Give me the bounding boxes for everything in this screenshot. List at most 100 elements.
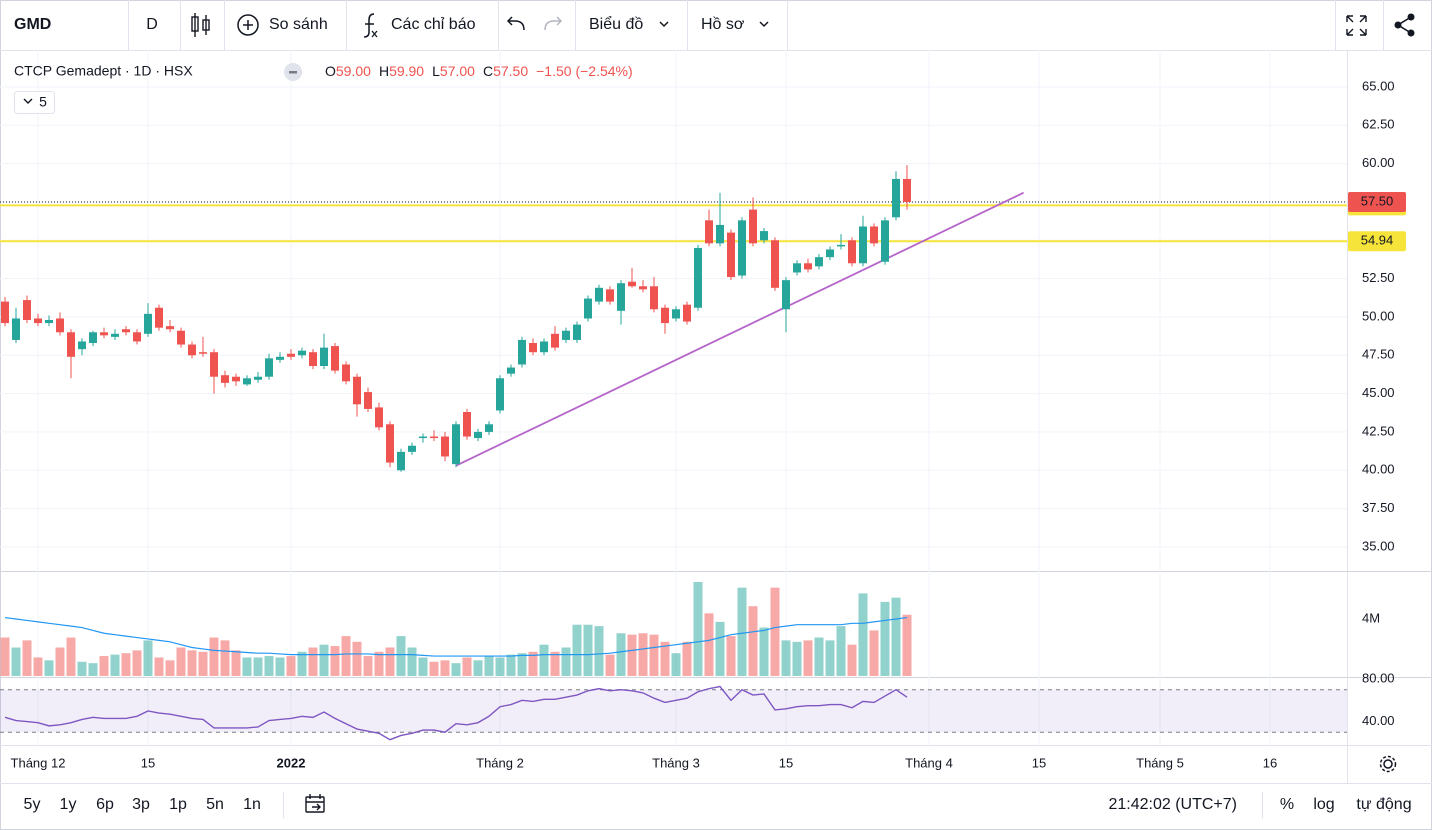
volume-bar bbox=[902, 614, 912, 676]
timeframe-button[interactable]: 1n bbox=[243, 796, 261, 813]
timeframe-button[interactable]: 1y bbox=[60, 796, 77, 813]
volume-bar bbox=[594, 626, 604, 676]
candle-body bbox=[683, 304, 691, 322]
x-tick-label: 15 bbox=[141, 755, 155, 770]
price-tag-label: 54.94 bbox=[1361, 233, 1394, 248]
candle-body bbox=[331, 346, 339, 371]
volume-bar bbox=[66, 637, 76, 676]
candle-body bbox=[694, 247, 702, 308]
auto-scale[interactable]: tự động bbox=[1356, 796, 1411, 813]
candle-body bbox=[232, 376, 240, 382]
date-range-icon[interactable] bbox=[305, 794, 325, 813]
candle-body bbox=[804, 263, 812, 270]
candle-body bbox=[386, 424, 394, 463]
candle-body bbox=[309, 352, 317, 367]
volume-bar bbox=[627, 634, 637, 676]
ohlc-value: 57.00 bbox=[440, 63, 475, 79]
candle-body bbox=[375, 407, 383, 428]
redo-icon[interactable] bbox=[544, 16, 563, 31]
candle-body bbox=[78, 341, 86, 350]
volume-bar bbox=[858, 593, 868, 676]
volume-bar bbox=[22, 640, 32, 676]
indicator-toggle[interactable] bbox=[14, 91, 55, 114]
candle-body bbox=[23, 300, 31, 321]
plot-area bbox=[0, 165, 1347, 741]
rsi-line bbox=[4, 685, 908, 741]
price-tag bbox=[1348, 231, 1406, 252]
volume-bar bbox=[99, 656, 109, 676]
log-scale[interactable]: log bbox=[1313, 796, 1334, 813]
volume-bar bbox=[418, 657, 428, 676]
percent-scale[interactable]: % bbox=[1280, 796, 1294, 813]
indicators-icon[interactable] bbox=[363, 13, 378, 38]
volume-bar bbox=[759, 627, 769, 676]
interval[interactable]: D bbox=[146, 16, 158, 33]
timeframe-button[interactable]: 5y bbox=[24, 796, 41, 813]
price-change: −1.50 (−2.54%) bbox=[536, 63, 633, 79]
candle-body bbox=[100, 332, 108, 336]
candle-body bbox=[408, 445, 416, 452]
candle-body bbox=[661, 307, 669, 324]
candle-body bbox=[881, 220, 889, 262]
timeframe-button[interactable]: 1p bbox=[169, 796, 187, 813]
compare-button[interactable]: So sánh bbox=[269, 16, 328, 33]
undo-icon[interactable] bbox=[506, 16, 525, 31]
volume-bar bbox=[440, 660, 450, 676]
volume-bar bbox=[374, 651, 384, 676]
candle-body bbox=[111, 333, 119, 337]
rsi-tick-label: 80.00 bbox=[1362, 671, 1395, 686]
candle-body bbox=[276, 356, 284, 360]
volume-bar bbox=[715, 621, 725, 676]
chart-menu[interactable]: Biểu đồ bbox=[589, 15, 643, 33]
candle-body bbox=[419, 436, 427, 439]
timeframe-button[interactable]: 3p bbox=[132, 796, 150, 813]
indicators-button[interactable]: Các chỉ báo bbox=[391, 16, 476, 33]
share-icon[interactable] bbox=[1394, 13, 1415, 37]
volume-bar bbox=[297, 651, 307, 676]
compare-icon[interactable] bbox=[237, 14, 259, 36]
symbol[interactable]: GMD bbox=[14, 16, 51, 33]
volume-bar bbox=[11, 647, 21, 676]
volume-bar bbox=[319, 644, 329, 676]
candle-body bbox=[595, 287, 603, 302]
y-tick-label: 52.50 bbox=[1362, 270, 1395, 285]
timeframe-button[interactable]: 5n bbox=[206, 796, 224, 813]
x-tick-label: Tháng 4 bbox=[905, 755, 953, 770]
volume-bar bbox=[539, 644, 549, 676]
volume-bar bbox=[352, 641, 362, 676]
x-tick-label: 16 bbox=[1263, 755, 1277, 770]
y-tick-label: 45.00 bbox=[1362, 385, 1395, 400]
y-tick-label: 50.00 bbox=[1362, 308, 1395, 323]
candle-body bbox=[320, 347, 328, 367]
candle-body bbox=[837, 244, 845, 247]
candle-type-icon[interactable] bbox=[191, 13, 210, 37]
candle-body bbox=[540, 341, 548, 353]
candle-body bbox=[199, 352, 207, 354]
volume-bar bbox=[572, 624, 582, 676]
profile-menu[interactable]: Hồ sơ bbox=[701, 16, 745, 33]
volume-bar bbox=[638, 633, 648, 676]
volume-bar bbox=[792, 641, 802, 676]
candle-body bbox=[210, 352, 218, 377]
volume-bar bbox=[308, 647, 318, 676]
candle-body bbox=[716, 224, 724, 244]
y-tick-label: 42.50 bbox=[1362, 423, 1395, 438]
volume-bar bbox=[748, 606, 758, 676]
candle-body bbox=[254, 376, 262, 380]
volume-bar bbox=[253, 657, 263, 676]
volume-bar bbox=[385, 647, 395, 676]
candle-body bbox=[760, 231, 768, 241]
candle-body bbox=[826, 249, 834, 258]
rsi-tick-label: 40.00 bbox=[1362, 713, 1395, 728]
candle-body bbox=[485, 424, 493, 432]
volume-bar bbox=[44, 660, 54, 676]
indicator-count[interactable]: 5 bbox=[39, 94, 47, 110]
timeframe-button[interactable]: 6p bbox=[96, 796, 114, 813]
volume-bar bbox=[77, 661, 87, 676]
fullscreen-icon[interactable] bbox=[1346, 15, 1367, 36]
candle-body bbox=[243, 378, 251, 385]
chevron bbox=[759, 21, 769, 28]
candle-body bbox=[507, 367, 515, 374]
settings-icon[interactable] bbox=[1379, 755, 1397, 773]
candle-body bbox=[34, 318, 42, 324]
